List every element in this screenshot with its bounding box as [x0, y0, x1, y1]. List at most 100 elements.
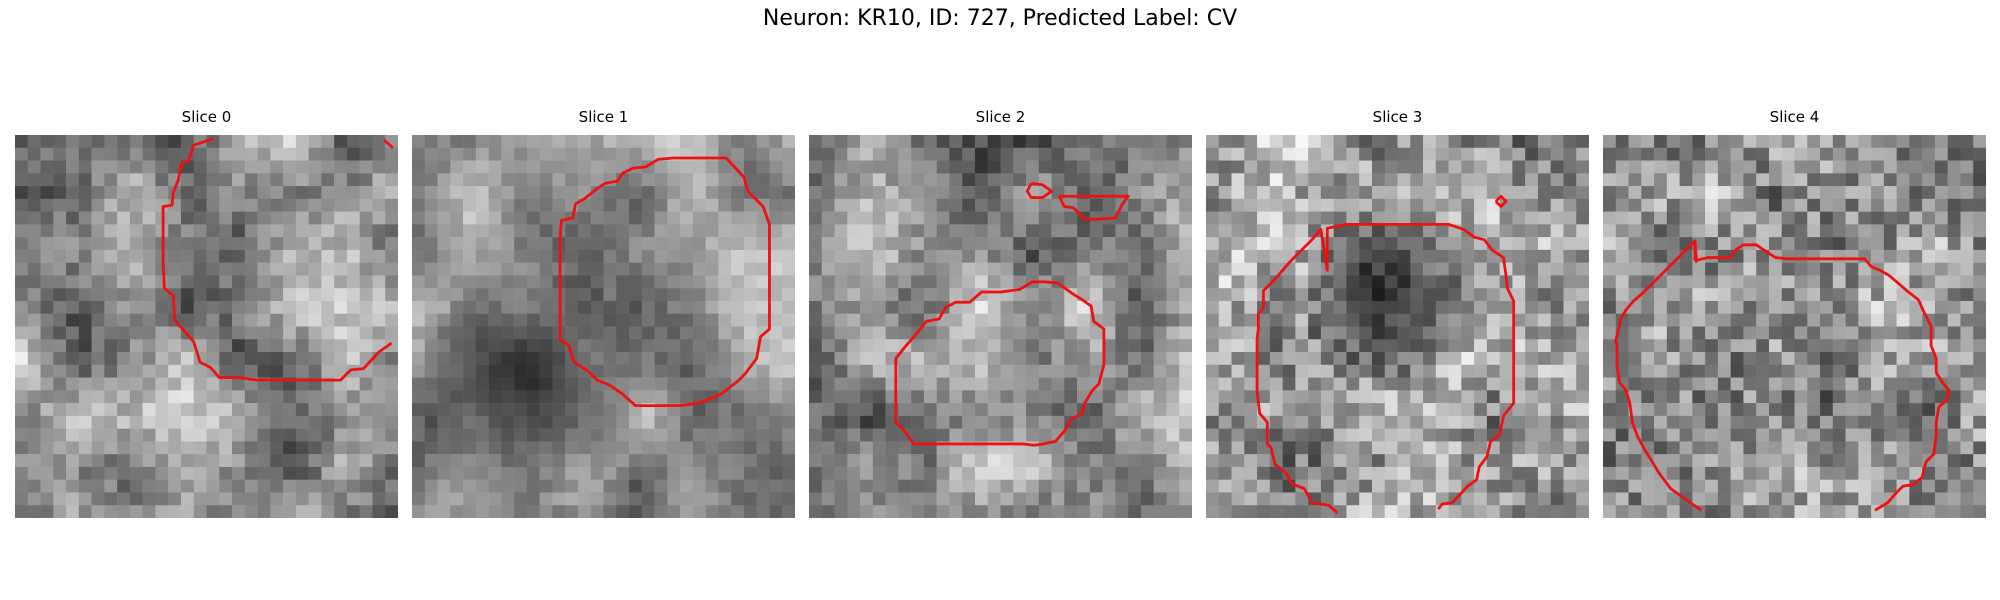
pixel — [860, 160, 874, 174]
pixel — [308, 147, 322, 161]
pixel — [1077, 262, 1091, 276]
pixel — [667, 352, 681, 366]
pixel — [385, 160, 398, 174]
pixel — [590, 237, 604, 251]
pixel — [987, 364, 1001, 378]
pixel — [27, 173, 41, 187]
pixel — [1013, 237, 1027, 251]
pixel — [654, 224, 668, 238]
pixel — [244, 275, 258, 289]
pixel — [680, 454, 694, 468]
pixel — [1705, 186, 1719, 200]
pixel — [911, 479, 925, 493]
pixel — [1845, 339, 1859, 353]
pixel — [1666, 415, 1680, 429]
pixel — [1525, 147, 1539, 161]
pixel — [463, 173, 477, 187]
pixel — [488, 441, 502, 455]
pixel — [66, 147, 80, 161]
pixel — [911, 313, 925, 327]
pixel — [1563, 377, 1577, 391]
pixel — [743, 288, 757, 302]
pixel — [206, 275, 220, 289]
pixel — [1051, 313, 1065, 327]
pixel — [334, 135, 348, 149]
pixel — [552, 441, 566, 455]
pixel — [552, 390, 566, 404]
pixel — [898, 415, 912, 429]
pixel — [1089, 262, 1103, 276]
pixel — [15, 300, 29, 314]
pixel — [616, 262, 630, 276]
pixel — [526, 262, 540, 276]
pixel — [1231, 454, 1245, 468]
pixel — [756, 403, 770, 417]
pixel — [1934, 224, 1948, 238]
pixel — [1410, 377, 1424, 391]
pixel — [53, 313, 67, 327]
pixel — [283, 135, 297, 149]
pixel — [1603, 211, 1617, 225]
pixel — [1089, 198, 1103, 212]
pixel — [129, 364, 143, 378]
pixel — [731, 390, 745, 404]
pixel — [1474, 415, 1488, 429]
pixel — [1333, 364, 1347, 378]
pixel — [180, 441, 194, 455]
pixel — [385, 377, 398, 391]
pixel — [206, 147, 220, 161]
pixel — [743, 313, 757, 327]
pixel — [1909, 262, 1923, 276]
pixel — [270, 249, 284, 263]
pixel — [1692, 352, 1706, 366]
pixel — [860, 352, 874, 366]
pixel — [1333, 505, 1347, 518]
pixel — [1730, 198, 1744, 212]
pixel — [1282, 211, 1296, 225]
pixel — [1717, 186, 1731, 200]
pixel — [27, 198, 41, 212]
pixel — [1666, 505, 1680, 518]
pixel — [565, 262, 579, 276]
pixel — [91, 505, 105, 518]
pixel — [1832, 300, 1846, 314]
pixel — [809, 135, 823, 149]
pixel — [244, 186, 258, 200]
pixel — [283, 466, 297, 480]
pixel — [40, 211, 54, 225]
pixel — [1166, 352, 1180, 366]
pixel — [539, 262, 553, 276]
pixel — [346, 492, 360, 506]
pixel — [1922, 352, 1936, 366]
pixel — [949, 428, 963, 442]
pixel — [1308, 441, 1322, 455]
pixel — [321, 211, 335, 225]
pixel — [974, 135, 988, 149]
pixel — [552, 479, 566, 493]
pixel — [1282, 364, 1296, 378]
pixel — [641, 339, 655, 353]
pixel — [692, 211, 706, 225]
pixel — [1397, 313, 1411, 327]
pixel — [552, 211, 566, 225]
pixel — [501, 390, 515, 404]
pixel — [1474, 313, 1488, 327]
pixel — [1858, 135, 1872, 149]
pixel — [552, 135, 566, 149]
pixel — [501, 249, 515, 263]
pixel — [1960, 466, 1974, 480]
pixel — [667, 262, 681, 276]
pixel — [1397, 403, 1411, 417]
pixel — [654, 352, 668, 366]
pixel — [629, 505, 643, 518]
pixel — [1461, 313, 1475, 327]
pixel — [1909, 441, 1923, 455]
pixel — [1000, 364, 1014, 378]
pixel — [1781, 313, 1795, 327]
pixel — [1179, 479, 1192, 493]
pixel — [1346, 288, 1360, 302]
pixel — [1499, 377, 1513, 391]
pixel — [385, 262, 398, 276]
pixel — [885, 479, 899, 493]
pixel — [1641, 313, 1655, 327]
